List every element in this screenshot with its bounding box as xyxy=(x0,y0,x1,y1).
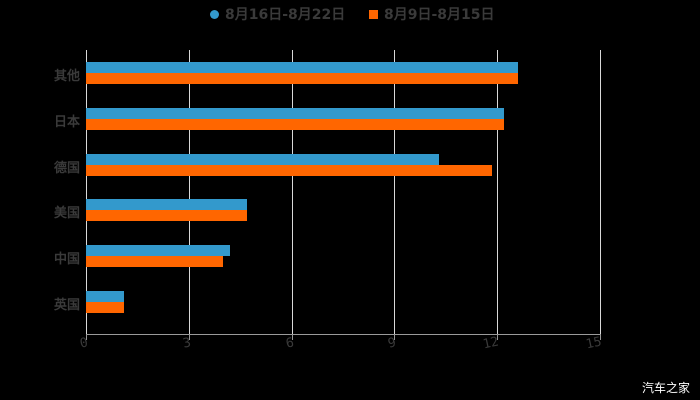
category-label: 日本 xyxy=(53,115,80,130)
tick-label: 0 xyxy=(78,335,90,352)
tick-label: 15 xyxy=(584,334,604,353)
bar-series-1[interactable] xyxy=(86,291,124,302)
axis-tick xyxy=(394,334,395,340)
tick-label: 6 xyxy=(284,335,296,352)
category-label: 英国 xyxy=(53,298,80,313)
gridline xyxy=(189,50,190,335)
legend-label: 8月16日-8月22日 xyxy=(225,7,346,23)
tick-label: 3 xyxy=(181,335,193,352)
tick-label: 12 xyxy=(481,334,501,353)
tick-label: 9 xyxy=(386,335,398,352)
gridline xyxy=(292,50,293,335)
bar-series-2[interactable] xyxy=(86,302,124,313)
bar-series-1[interactable] xyxy=(86,245,230,256)
square-marker-icon xyxy=(369,9,378,19)
circle-marker-icon xyxy=(210,9,219,19)
chart-legend: 8月16日-8月22日 8月9日-8月15日 xyxy=(0,4,700,24)
axis-tick xyxy=(86,334,87,340)
watermark: 汽车之家 xyxy=(641,381,690,395)
category-label: 德国 xyxy=(53,161,80,176)
category-label: 其他 xyxy=(53,69,80,84)
legend-item-series-1[interactable]: 8月16日-8月22日 xyxy=(210,4,345,24)
bar-series-1[interactable] xyxy=(86,62,518,73)
category-label: 中国 xyxy=(53,252,80,267)
bar-series-2[interactable] xyxy=(86,73,518,84)
bar-series-1[interactable] xyxy=(86,108,504,119)
axis-tick xyxy=(292,334,293,340)
bar-series-2[interactable] xyxy=(86,256,223,267)
x-axis-line xyxy=(86,334,601,335)
gridline xyxy=(497,50,498,335)
axis-tick xyxy=(497,334,498,340)
gridline xyxy=(394,50,395,335)
bar-series-2[interactable] xyxy=(86,165,492,176)
bar-series-2[interactable] xyxy=(86,119,504,130)
bar-series-1[interactable] xyxy=(86,154,439,165)
category-label: 美国 xyxy=(53,206,80,221)
gridline xyxy=(600,50,601,335)
gridline xyxy=(86,50,87,335)
bar-series-2[interactable] xyxy=(86,210,247,221)
axis-tick xyxy=(600,334,601,340)
legend-item-series-2[interactable]: 8月9日-8月15日 xyxy=(369,4,495,24)
axis-tick xyxy=(189,334,190,340)
bar-series-1[interactable] xyxy=(86,199,247,210)
legend-label: 8月9日-8月15日 xyxy=(384,7,495,23)
